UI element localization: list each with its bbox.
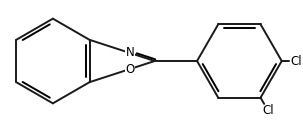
Text: N: N [125, 46, 134, 59]
Text: Cl: Cl [291, 55, 302, 67]
Text: O: O [125, 63, 135, 76]
Text: Cl: Cl [262, 104, 274, 117]
